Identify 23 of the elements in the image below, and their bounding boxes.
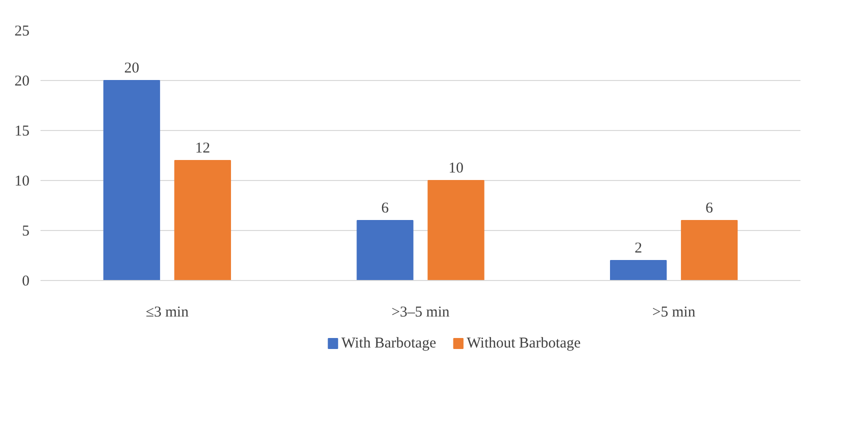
data-label: 12 [195, 140, 210, 156]
bar [428, 180, 484, 280]
x-tick-label: ≤3 min [146, 304, 190, 320]
data-label: 6 [381, 200, 390, 216]
y-tick-label: 15 [14, 124, 30, 140]
legend-label: With Barbotage [341, 336, 436, 352]
bar [610, 260, 667, 280]
y-tick-label: 5 [22, 224, 30, 240]
data-label: 6 [706, 200, 714, 216]
data-label: 20 [124, 60, 140, 76]
bar [103, 80, 160, 280]
legend-label: Without Barbotage [466, 336, 582, 352]
bar [680, 220, 738, 280]
y-tick-label: 20 [14, 74, 30, 90]
bar [174, 160, 231, 280]
data-label: 10 [448, 160, 464, 176]
y-tick-label: 10 [14, 174, 30, 190]
y-tick-label: 25 [14, 24, 30, 40]
bar [356, 220, 414, 280]
x-tick-label: >3–5 min [391, 304, 450, 320]
x-tick-label: >5 min [652, 304, 696, 320]
y-tick-label: 0 [22, 274, 30, 290]
data-label: 2 [634, 240, 642, 256]
